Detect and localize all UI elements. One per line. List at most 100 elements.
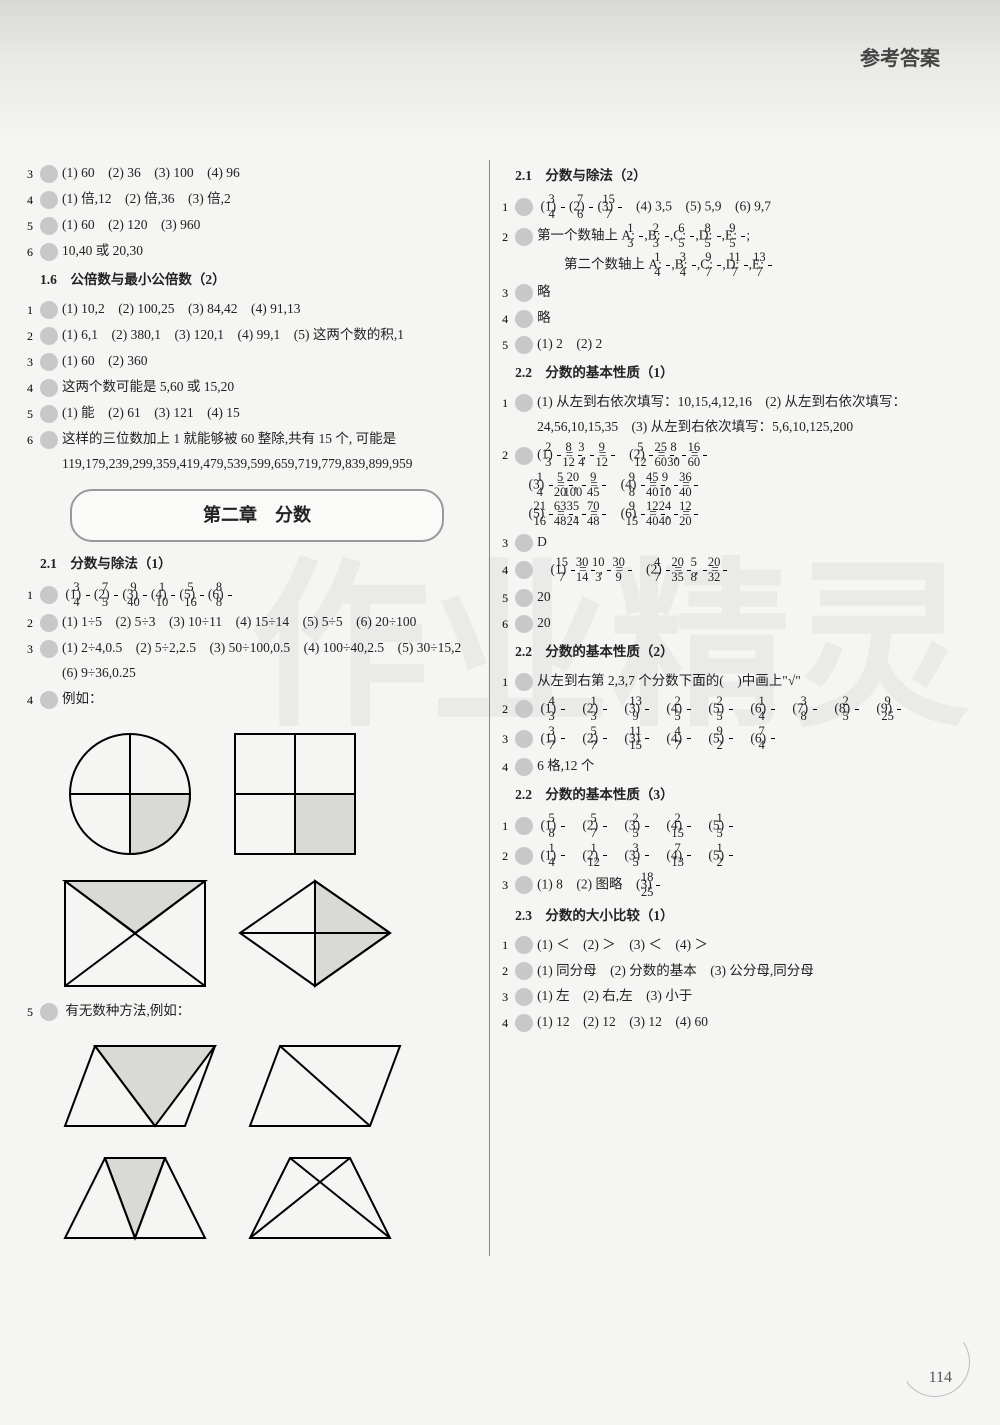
fraction: 139 xyxy=(645,695,649,724)
answer-text: (1) 60 (2) 36 (3) 100 (4) 96 xyxy=(62,165,240,180)
answer-line: 3 (1) 60 (2) 36 (3) 100 (4) 96 xyxy=(40,161,474,186)
bullet-number: 2 xyxy=(515,447,533,465)
bullet-number: 5 xyxy=(515,589,533,607)
answer-text: (1) 左 (2) 右,左 (3) 小于 xyxy=(537,988,692,1003)
answer-line: 3(1) 左 (2) 右,左 (3) 小于 xyxy=(515,984,960,1009)
bullet-number: 4 xyxy=(40,691,58,709)
answer-line: 2 (1) 14 (2) 112 (3) 35 (4) 713 (5) 12 xyxy=(515,842,960,871)
fraction: 103 xyxy=(607,556,611,585)
answer-text: (1) 60 (2) 360 xyxy=(62,353,147,368)
page-content: 3 (1) 60 (2) 36 (3) 100 (4) 96 4(1) 倍,12 (… xyxy=(40,160,960,1256)
answer-line: 1(1) 从左到右依次填写：10,15,4,12,16 (2) 从左到右依次填写… xyxy=(515,390,960,440)
fraction: 58 xyxy=(703,556,707,585)
fraction: 2032 xyxy=(723,556,727,585)
diagram-row-3 xyxy=(60,1036,474,1136)
answer-text: 10,40 或 20,30 xyxy=(62,243,143,258)
fraction: 38 xyxy=(813,695,817,724)
bullet-number: 2 xyxy=(515,700,533,718)
answer-line: 6 10,40 或 20,30 xyxy=(40,239,474,264)
fraction: 112 xyxy=(603,842,607,871)
answer-line: 4(1) 倍,12 (2) 倍,36 (3) 倍,2 xyxy=(40,187,474,212)
answer-line: 5 (1) 60 (2) 120 (3) 960 xyxy=(40,213,474,238)
right-column: 2.1 分数与除法（2） 1 (1) 34 (2) 76 (3) 157 (4)… xyxy=(510,160,960,1256)
section-2-2-3-head: 2.2 分数的基本性质（3） xyxy=(515,783,960,808)
section-2-2-2-head: 2.2 分数的基本性质（2） xyxy=(515,640,960,665)
answer-line: 520 xyxy=(515,585,960,610)
diamond-diagram xyxy=(235,876,395,991)
answer-text: 6 格,12 个 xyxy=(537,758,594,773)
page-top-gradient xyxy=(0,0,1000,140)
square-quarter-diagram xyxy=(225,724,365,864)
bullet-number: 3 xyxy=(40,165,58,183)
fraction: 47 xyxy=(666,556,670,585)
answer-line: 3略 xyxy=(515,280,960,305)
answer-text: D xyxy=(537,534,547,549)
left-column: 3 (1) 60 (2) 36 (3) 100 (4) 96 4(1) 倍,12 (… xyxy=(40,160,490,1256)
fraction: 88 xyxy=(228,581,232,610)
parallelogram-diag-diagram xyxy=(245,1036,405,1136)
fraction: 13 xyxy=(603,695,607,724)
answer-text: 20 xyxy=(537,615,551,630)
answer-text: 例如： xyxy=(62,691,103,706)
fraction: 1115 xyxy=(645,725,649,754)
bullet-number: 1 xyxy=(40,586,58,604)
answer-line: 2第一个数轴上 A: 13,B: 23,C: 65,D: 85,E: 95; 第… xyxy=(515,222,960,279)
answer-text: (1) 从左到右依次填写：10,15,4,12,16 (2) 从左到右依次填写：… xyxy=(537,394,906,434)
answer-line: 1 (1) 10,2 (2) 100,25 (3) 84,42 (4) 91,13 xyxy=(40,297,474,322)
fraction: 910 xyxy=(674,471,678,500)
bullet-number: 5 xyxy=(40,217,58,235)
answer-text: 略 xyxy=(537,310,551,325)
fraction: 157 xyxy=(571,556,575,585)
fraction: 35 xyxy=(645,842,649,871)
section-1-6-head: 1.6 公倍数与最小公倍数（2） xyxy=(40,268,474,293)
answer-line: 4 例如： xyxy=(40,687,474,712)
fraction: 14 xyxy=(561,842,565,871)
fraction: 117 xyxy=(744,251,748,280)
fraction: 940 xyxy=(143,581,147,610)
bullet-number: 1 xyxy=(40,301,58,319)
answer-line: 5(1) 2 (2) 2 xyxy=(515,332,960,357)
answer-line: 2(1) 6,1 (2) 380,1 (3) 120,1 (4) 99,1 (5… xyxy=(40,323,474,348)
fraction: 85 xyxy=(717,222,721,251)
answer-line: 46 格,12 个 xyxy=(515,754,960,779)
answer-text: (1) ＜ (2) ＞ (3) ＜ (4) ＞ xyxy=(537,937,708,952)
answer-line: 4这两个数可能是 5,60 或 15,20 xyxy=(40,375,474,400)
x-square-diagram xyxy=(60,876,210,991)
bullet-number: 3 xyxy=(40,640,58,658)
fraction: 12 xyxy=(729,842,733,871)
bullet-number: 5 xyxy=(40,1003,58,1021)
diagram-row-2 xyxy=(60,876,474,991)
fraction: 3524 xyxy=(582,500,586,529)
fraction: 25 xyxy=(729,695,733,724)
answer-text: (1) 6,1 (2) 380,1 (3) 120,1 (4) 99,1 (5)… xyxy=(62,327,404,342)
answer-text: (1) 同分母 (2) 分数的基本 (3) 公分母,同分母 xyxy=(537,963,814,978)
fraction: 37 xyxy=(561,725,565,754)
answer-line: (5) 2116 = 6348, 3524 = 7048 (6) 915 = 1… xyxy=(515,500,960,529)
fraction: 2440 xyxy=(674,500,678,529)
fraction: 925 xyxy=(897,695,901,724)
section-2-1-1-head: 2.1 分数与除法（1） xyxy=(40,552,474,577)
fraction: 95 xyxy=(741,222,745,251)
answer-line: 1 (1) 58 (2) 57 (3) 25 (4) 215 (5) 15 xyxy=(515,812,960,841)
bullet-number: 3 xyxy=(515,284,533,302)
fraction: 34 xyxy=(86,581,90,610)
answer-text: (1) 10,2 (2) 100,25 (3) 84,42 (4) 91,13 xyxy=(62,301,300,316)
answer-line: 2(1) 23 = 812, 34 = 912 (2) 512 = 2560, … xyxy=(515,441,960,470)
section-2-2-1-head: 2.2 分数的基本性质（1） xyxy=(515,361,960,386)
bullet-number: 1 xyxy=(515,936,533,954)
fraction: 137 xyxy=(768,251,772,280)
fraction: 15 xyxy=(729,812,733,841)
answer-text: (1) 12 (2) 12 (3) 12 (4) 60 xyxy=(537,1014,708,1029)
answer-line: 1从左到右第 2,3,7 个分数下面的( )中画上"√" xyxy=(515,669,960,694)
fraction: 47 xyxy=(687,725,691,754)
answer-text: (1) 能 (2) 61 (3) 121 (4) 15 xyxy=(62,405,240,420)
bullet-number: 6 xyxy=(40,243,58,261)
answer-text: 从左到右第 2,3,7 个分数下面的( )中画上"√" xyxy=(537,673,801,688)
fraction: 25 xyxy=(855,695,859,724)
fraction: 309 xyxy=(628,556,632,585)
answer-text: (1) 60 (2) 120 (3) 960 xyxy=(62,217,200,232)
parallelogram-half-diagram xyxy=(60,1036,220,1136)
page-corner-crescent-icon xyxy=(894,1321,975,1402)
fraction: 20100 xyxy=(582,471,586,500)
section-2-3-head: 2.3 分数的大小比较（1） xyxy=(515,904,960,929)
